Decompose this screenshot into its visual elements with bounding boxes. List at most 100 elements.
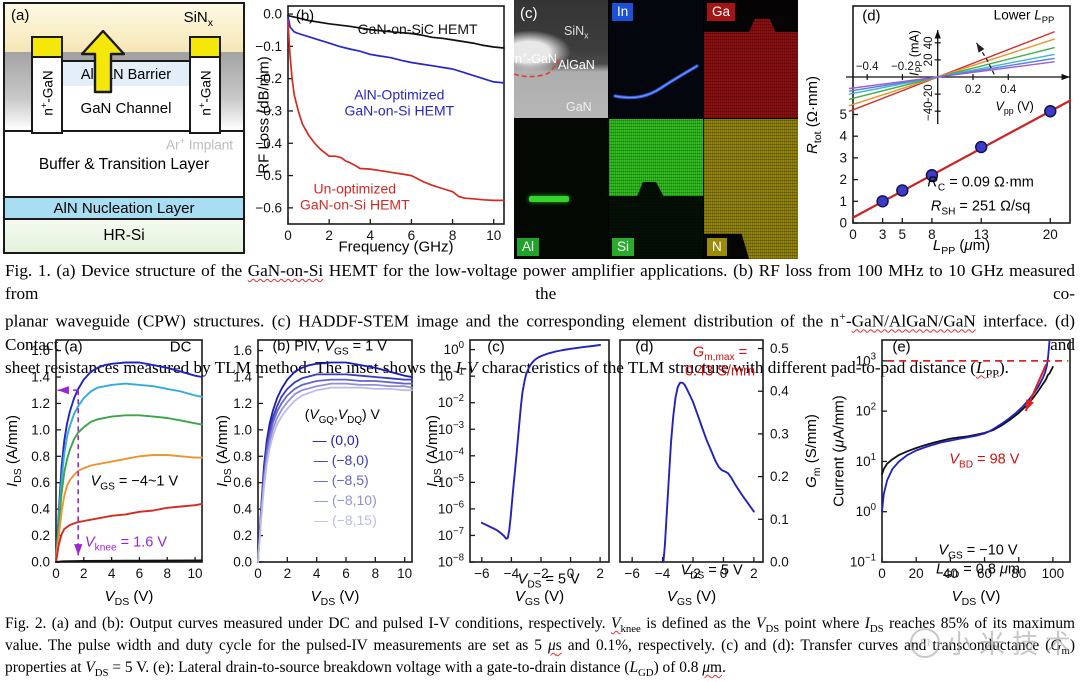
svg-text:8: 8	[449, 228, 457, 243]
svg-text:1.6: 1.6	[31, 343, 50, 358]
svg-text:10−3: 10−3	[438, 420, 464, 437]
fig1b-xlabel: Frequency (GHz)	[338, 238, 454, 256]
svg-text:10−1: 10−1	[438, 367, 464, 384]
svg-text:−6: −6	[624, 566, 639, 581]
inset-xlabel: Vpp (V)	[995, 99, 1034, 117]
metal-contact-right	[191, 38, 219, 58]
svg-text:0.2: 0.2	[965, 84, 981, 96]
svg-text:10: 10	[486, 228, 501, 243]
aln-nucleation-layer: AlN Nucleation Layer	[5, 196, 243, 220]
svg-text:102: 102	[856, 402, 876, 419]
svg-text:0.4: 0.4	[233, 502, 252, 517]
watermark-logo-icon: m	[909, 627, 940, 658]
svg-text:1: 1	[839, 194, 847, 209]
svg-text:0.2: 0.2	[770, 469, 789, 484]
ohmic-contact-left: n+-GaN	[31, 36, 63, 134]
fig1d-tag: (d)	[862, 7, 881, 25]
svg-text:4: 4	[108, 566, 116, 581]
svg-text:100: 100	[856, 502, 877, 519]
si-map-badge: Si	[612, 238, 635, 256]
svg-text:5: 5	[839, 107, 847, 122]
fig1-caption-line1: Fig. 1. (a) Device structure of the GaN-…	[5, 261, 1076, 303]
svg-text:0.4: 0.4	[770, 384, 789, 399]
svg-text:0.2: 0.2	[31, 528, 50, 543]
svg-text:0.6: 0.6	[233, 475, 252, 490]
svg-text:0: 0	[720, 566, 728, 581]
svg-text:1.4: 1.4	[233, 370, 252, 385]
svg-text:0.4: 0.4	[1000, 84, 1017, 96]
stem-algan-label: AlGaN	[558, 58, 595, 72]
fig2c-xlabel: VGS (V)	[514, 588, 565, 608]
fig2e-ylabel: Current (μA/mm)	[830, 395, 848, 507]
svg-text:−0.4: −0.4	[856, 61, 879, 73]
fig1b-canvas: 0 2 4 6 8 10 0.0 −0.1 −0.2 −0.3 −0.4 −0.5 −0.6	[255, 5, 505, 243]
n-element-map: N	[704, 119, 798, 259]
svg-text:4: 4	[313, 566, 321, 581]
fig2c-transfer-chart: −6 −4 −2 0 2 100 10−1 10−2 10−3 10−4 10−5 10−6 10−7 1…	[420, 332, 615, 616]
fig2e-canvas: 0 20 40 60 80 100 10−1 100 101 102 103	[850, 339, 1071, 581]
fig1d-xlabel: LPP (μm)	[932, 237, 991, 257]
gan-channel-layer: GaN Channel	[57, 86, 195, 132]
fig2d-xlabel: VGS (V)	[666, 588, 717, 608]
al-signal-stripe	[529, 196, 569, 202]
inset-ylabel: IPP (mA)	[906, 29, 924, 76]
fig2a-vgs: VGS = −4~1 V	[90, 472, 179, 492]
fig2b-canvas: 0 2 4 6 8 10 0.0 0.2 0.4 0.6 0.8 1.0 1.2 1.4 1.6	[233, 339, 413, 581]
svg-text:60: 60	[977, 566, 992, 581]
sinx-label: SiNx	[183, 9, 213, 29]
svg-text:0: 0	[254, 566, 262, 581]
fig2a-canvas: 0 2 4 6 8 10 0.0 0.2 0.4 0.6 0.8 1.0 1.2 1.4 1.6	[31, 339, 203, 581]
svg-text:−2: −2	[533, 566, 548, 581]
svg-text:2: 2	[839, 172, 847, 187]
fig2a-dc-output-chart: 0 2 4 6 8 10 0.0 0.2 0.4 0.6 0.8 1.0 1.2 1.4 1.6 VDS (V…	[0, 332, 210, 616]
fig2d-canvas: −6 −4 −2 0 2 0.0 0.1 0.2 0.3 0.4 0.5	[619, 339, 789, 581]
fig2d-tag: (d)	[635, 338, 654, 356]
svg-text:0.0: 0.0	[770, 555, 789, 570]
svg-text:10−1: 10−1	[850, 553, 876, 570]
fig2b-legend-3: — (−8,5)	[313, 472, 369, 489]
fig1d-iv-inset-chart: −0.4 −0.2 0.2 0.4 −40 −20 20 40 IPP (mA) Vpp (V)	[840, 20, 1076, 146]
svg-text:40: 40	[943, 566, 958, 581]
fig1d-ylabel: Rtot (Ω·mm)	[804, 75, 824, 154]
buffer-label: Buffer & Transition Layer	[38, 156, 210, 173]
fig1b-rf-loss-chart: 0 2 4 6 8 10 0.0 −0.1 −0.2 −0.3 −0.4 −0.5 −0.6 Freque…	[250, 0, 512, 258]
svg-text:8: 8	[372, 566, 380, 581]
svg-text:8: 8	[163, 566, 171, 581]
fig2-caption-line1: Fig. 2. (a) and (b): Output curves measu…	[5, 615, 1075, 636]
svg-text:1.6: 1.6	[233, 343, 252, 358]
fig1b-label-sic: GaN-on-SiC HEMT	[357, 20, 478, 37]
svg-text:4: 4	[839, 129, 847, 144]
ngan-label-right: n+-GaN	[196, 69, 214, 116]
fig1d-tlm-chart: 0 3 5 8 13 20 0 1 2 3 4 5 LPP (μm) Rtot (Ω·mm) (d) Lowe…	[800, 0, 1080, 258]
stem-sinx-label: SiNx	[564, 24, 589, 41]
figure2-panel-row: 0 2 4 6 8 10 0.0 0.2 0.4 0.6 0.8 1.0 1.2 1.4 1.6 VDS (V…	[0, 332, 1080, 616]
fig2b-pulsed-output-chart: 0 2 4 6 8 10 0.0 0.2 0.4 0.6 0.8 1.0 1.2 1.4 1.6 VDS (V…	[210, 332, 420, 616]
svg-text:6: 6	[408, 228, 416, 243]
fig1c-stem-maps: (c) SiNx n+-GaN AlGaN GaN In Ga	[512, 0, 800, 259]
stem-tile-grid: (c) SiNx n+-GaN AlGaN GaN In Ga	[514, 0, 798, 259]
fig1d-rsh: RSH = 251 Ω/sq	[930, 198, 1031, 217]
buffer-transition-layer: Ar+ Implant Buffer & Transition Layer	[5, 130, 243, 198]
fig2c-vds: VDS = 5 V	[517, 570, 580, 590]
svg-text:10−8: 10−8	[438, 553, 464, 570]
svg-text:0: 0	[567, 566, 575, 581]
fig2b-title: (b) PIV, VGS = 1 V	[272, 338, 387, 358]
svg-text:13: 13	[974, 227, 989, 242]
svg-text:2: 2	[325, 228, 333, 243]
svg-text:0: 0	[849, 227, 857, 242]
fig1d-lower-lpp: Lower LPP	[993, 7, 1055, 26]
n-map-badge: N	[707, 238, 727, 256]
svg-text:40: 40	[923, 36, 935, 49]
hr-si-substrate: HR-Si	[5, 220, 243, 252]
svg-text:10−4: 10−4	[438, 446, 465, 463]
svg-text:0: 0	[878, 566, 886, 581]
svg-text:−2: −2	[685, 566, 700, 581]
svg-text:100: 100	[444, 340, 465, 357]
figure1-panel-row: AlGaN Barrier GaN Channel n+-GaN n+-GaN …	[0, 0, 1080, 259]
svg-text:10−2: 10−2	[438, 393, 464, 410]
fig2b-legend-2: — (−8,0)	[313, 452, 369, 469]
svg-text:0.5: 0.5	[770, 341, 789, 356]
svg-text:103: 103	[856, 351, 876, 368]
svg-text:2: 2	[596, 566, 604, 581]
svg-text:6: 6	[342, 566, 350, 581]
